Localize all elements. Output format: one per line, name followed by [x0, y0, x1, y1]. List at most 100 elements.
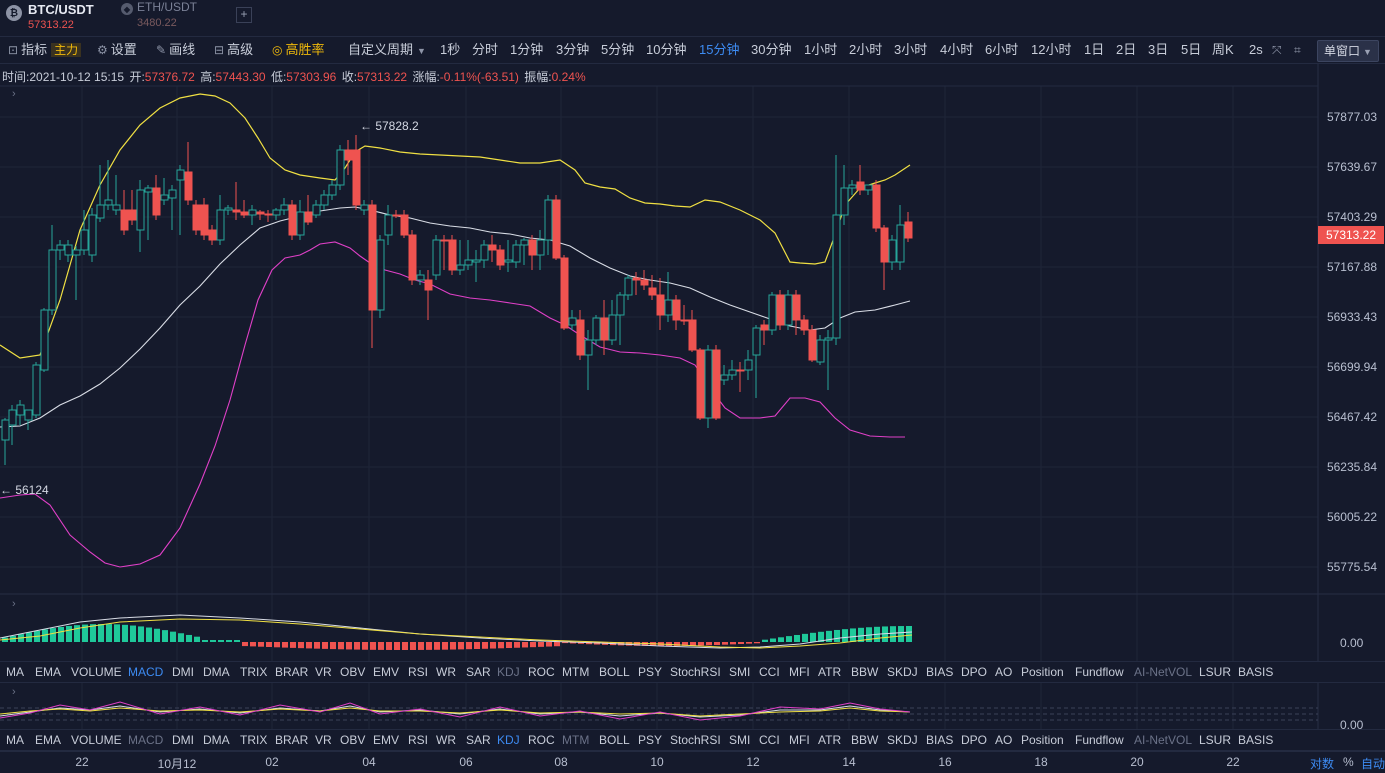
indicator-tab-obv[interactable]: OBV: [340, 733, 366, 747]
indicator-tab-dma[interactable]: DMA: [203, 733, 230, 747]
indicator-tab-kdj[interactable]: KDJ: [497, 733, 520, 747]
period-11[interactable]: 4小时: [940, 42, 974, 57]
symbol-tab-eth[interactable]: ◆ ETH/USDT 3480.22: [121, 0, 197, 30]
period-18[interactable]: 周K: [1212, 42, 1234, 57]
indicator-tab-stochrsi[interactable]: StochRSI: [670, 733, 721, 747]
indicator-tab-mfi[interactable]: MFI: [789, 665, 810, 679]
indicator-tab-atr[interactable]: ATR: [818, 665, 842, 679]
indicator-tab-ao[interactable]: AO: [995, 733, 1013, 747]
advanced-button[interactable]: ⊟ 高级: [214, 37, 253, 63]
indicator-tab-position[interactable]: Position: [1021, 665, 1064, 679]
indicator-tab-smi[interactable]: SMI: [729, 665, 751, 679]
indicator-tab-dmi[interactable]: DMI: [172, 665, 194, 679]
fullscreen-icon[interactable]: ⤧: [1272, 43, 1282, 57]
indicator-tab-obv[interactable]: OBV: [340, 665, 366, 679]
period-19[interactable]: 2s: [1249, 42, 1263, 57]
indicator-tab-lsur[interactable]: LSUR: [1199, 733, 1232, 747]
indicator-tab-kdj[interactable]: KDJ: [497, 665, 520, 679]
period-16[interactable]: 3日: [1148, 42, 1169, 57]
indicator-tab-smi[interactable]: SMI: [729, 733, 751, 747]
indicator-tab-skdj[interactable]: SKDJ: [887, 665, 918, 679]
indicator-tab-rsi[interactable]: RSI: [408, 665, 429, 679]
custom-period-dropdown[interactable]: 自定义周期 ▼: [348, 37, 429, 63]
screenshot-icon[interactable]: ⌗: [1294, 43, 1301, 57]
indicator-tab-ema[interactable]: EMA: [35, 665, 62, 679]
indicator-tab-ai-netvol[interactable]: AI-NetVOL: [1134, 665, 1193, 679]
indicator-tab-mtm[interactable]: MTM: [562, 733, 590, 747]
period-10[interactable]: 3小时: [894, 42, 928, 57]
indicator-tab-bias[interactable]: BIAS: [926, 733, 954, 747]
expand-chevron-icon[interactable]: ›: [12, 88, 16, 100]
period-15[interactable]: 2日: [1116, 42, 1137, 57]
indicator-tab-vr[interactable]: VR: [315, 665, 332, 679]
period-14[interactable]: 1日: [1084, 42, 1105, 57]
indicator-button[interactable]: ⊡ 指标 主力: [8, 37, 82, 63]
indicator-tab-ai-netvol[interactable]: AI-NetVOL: [1134, 733, 1193, 747]
indicator-tab-basis[interactable]: BASIS: [1238, 665, 1274, 679]
indicator-tab-dpo[interactable]: DPO: [961, 733, 988, 747]
period-8[interactable]: 1小时: [804, 42, 838, 57]
indicator-tab-rsi[interactable]: RSI: [408, 733, 429, 747]
indicator-tab-ema[interactable]: EMA: [35, 733, 62, 747]
settings-button[interactable]: ⚙ 设置: [97, 37, 137, 63]
indicator-tab-ma[interactable]: MA: [6, 733, 24, 747]
indicator-tab-roc[interactable]: ROC: [528, 733, 555, 747]
indicator-tab-psy[interactable]: PSY: [638, 733, 663, 747]
period-1[interactable]: 分时: [472, 42, 499, 57]
symbol-tab-btc[interactable]: ₿ BTC/USDT 57313.22: [6, 2, 94, 32]
indicator-tab-wr[interactable]: WR: [436, 733, 456, 747]
indicator-tab-brar[interactable]: BRAR: [275, 733, 309, 747]
indicator-tab-fundflow[interactable]: Fundflow: [1075, 733, 1124, 747]
indicator-tab-position[interactable]: Position: [1021, 733, 1064, 747]
period-4[interactable]: 5分钟: [601, 42, 635, 57]
window-mode-dropdown[interactable]: 单窗口 ▼: [1317, 40, 1379, 62]
indicator-tab-basis[interactable]: BASIS: [1238, 733, 1274, 747]
indicator-tab-brar[interactable]: BRAR: [275, 665, 309, 679]
indicator-tab-wr[interactable]: WR: [436, 665, 456, 679]
indicator-tab-sar[interactable]: SAR: [466, 665, 491, 679]
indicator-tab-trix[interactable]: TRIX: [240, 733, 268, 747]
log-scale-toggle[interactable]: 对数: [1310, 757, 1335, 771]
indicator-tab-stochrsi[interactable]: StochRSI: [670, 665, 721, 679]
period-7[interactable]: 30分钟: [751, 42, 792, 57]
percent-scale-toggle[interactable]: %: [1343, 755, 1354, 769]
indicator-tab-skdj[interactable]: SKDJ: [887, 733, 918, 747]
indicator-tab-bias[interactable]: BIAS: [926, 665, 954, 679]
period-6[interactable]: 15分钟: [699, 42, 740, 57]
period-13[interactable]: 12小时: [1031, 42, 1072, 57]
expand-chevron-icon[interactable]: ›: [12, 598, 16, 610]
indicator-tab-volume[interactable]: VOLUME: [71, 733, 122, 747]
period-12[interactable]: 6小时: [985, 42, 1019, 57]
indicator-tab-emv[interactable]: EMV: [373, 665, 400, 679]
period-9[interactable]: 2小时: [849, 42, 883, 57]
period-2[interactable]: 1分钟: [510, 42, 544, 57]
draw-button[interactable]: ✎ 画线: [156, 37, 195, 63]
indicator-tab-boll[interactable]: BOLL: [599, 665, 630, 679]
indicator-tab-dmi[interactable]: DMI: [172, 733, 194, 747]
indicator-tab-atr[interactable]: ATR: [818, 733, 842, 747]
indicator-tab-macd[interactable]: MACD: [128, 733, 164, 747]
indicator-tab-mtm[interactable]: MTM: [562, 665, 590, 679]
indicator-tab-trix[interactable]: TRIX: [240, 665, 268, 679]
expand-chevron-icon[interactable]: ›: [12, 686, 16, 698]
period-17[interactable]: 5日: [1181, 42, 1202, 57]
win-rate-button[interactable]: ◎ 高胜率: [272, 37, 325, 63]
indicator-tab-mfi[interactable]: MFI: [789, 733, 810, 747]
auto-scale-toggle[interactable]: 自动: [1361, 757, 1385, 771]
indicator-tab-dpo[interactable]: DPO: [961, 665, 988, 679]
indicator-tab-dma[interactable]: DMA: [203, 665, 230, 679]
indicator-tab-ao[interactable]: AO: [995, 665, 1013, 679]
indicator-tab-sar[interactable]: SAR: [466, 733, 491, 747]
indicator-tab-volume[interactable]: VOLUME: [71, 665, 122, 679]
add-tab-button[interactable]: +: [236, 7, 252, 23]
indicator-tab-boll[interactable]: BOLL: [599, 733, 630, 747]
indicator-tab-lsur[interactable]: LSUR: [1199, 665, 1232, 679]
period-0[interactable]: 1秒: [440, 42, 461, 57]
indicator-tab-cci[interactable]: CCI: [759, 733, 780, 747]
indicator-tab-fundflow[interactable]: Fundflow: [1075, 665, 1124, 679]
indicator-tab-ma[interactable]: MA: [6, 665, 24, 679]
indicator-tab-psy[interactable]: PSY: [638, 665, 663, 679]
indicator-tab-cci[interactable]: CCI: [759, 665, 780, 679]
indicator-tab-vr[interactable]: VR: [315, 733, 332, 747]
